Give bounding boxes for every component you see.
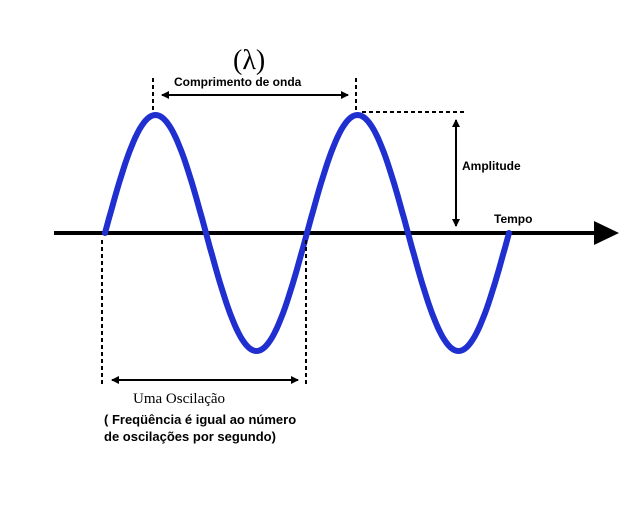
frequency-note-line1: ( Freqüência é igual ao número — [104, 412, 296, 427]
wavelength-guides — [152, 78, 357, 112]
time-axis — [54, 221, 619, 245]
oscillation-guides — [101, 240, 307, 386]
amplitude-guides — [362, 111, 466, 227]
lambda-label: (λ) — [233, 45, 265, 76]
frequency-note-line2: de oscilações por segundo) — [104, 429, 276, 444]
sine-wave — [102, 112, 512, 354]
wavelength-label: Comprimento de onda — [174, 75, 302, 89]
time-label: Tempo — [494, 212, 532, 226]
time-axis-arrowhead — [594, 221, 619, 245]
amplitude-label: Amplitude — [462, 159, 521, 173]
oscillation-label: Uma Oscilação — [133, 391, 225, 407]
